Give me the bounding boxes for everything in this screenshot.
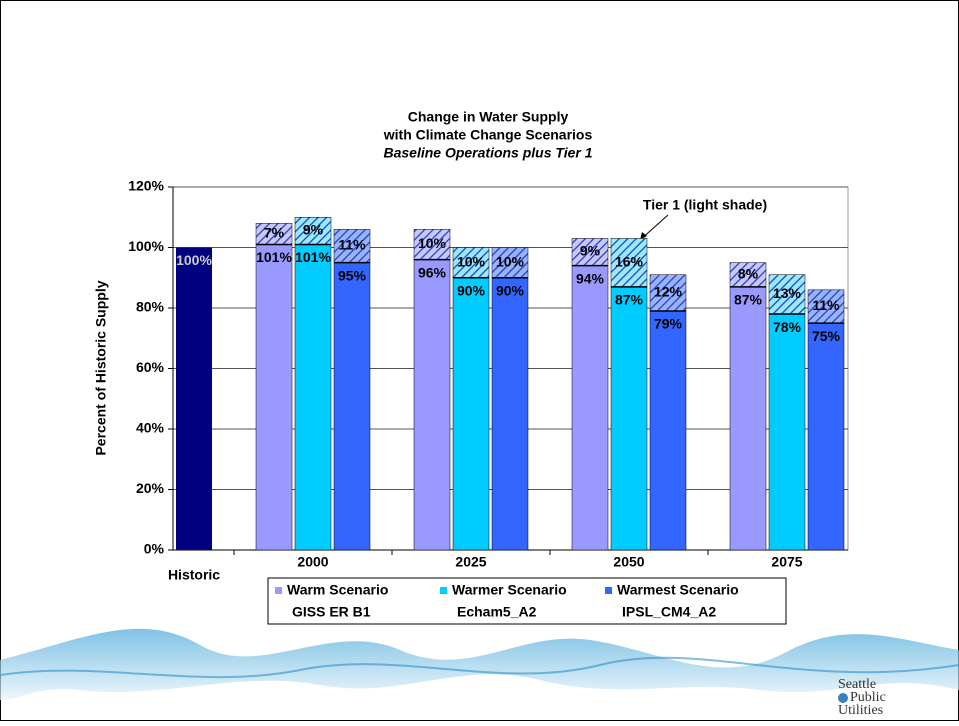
tier1-label: 10% (418, 235, 447, 251)
tier1-bar (491, 247, 529, 278)
y-tick-label: 40% (136, 420, 165, 436)
value-label: 90% (496, 282, 525, 298)
value-label: 95% (338, 267, 367, 283)
tier1-label: 10% (457, 253, 486, 269)
legend (267, 577, 787, 625)
x-tick-label: 2000 (297, 554, 328, 570)
chart-title: Change in Water Supply (408, 109, 569, 125)
annotation: Tier 1 (light shade) (643, 197, 767, 213)
bar (729, 286, 767, 551)
tier1-bar (729, 262, 767, 288)
tier1-label: 13% (773, 285, 802, 301)
tier1-bar (649, 274, 687, 312)
y-tick-label: 80% (136, 299, 165, 315)
legend-label: Warmest Scenario (617, 582, 739, 598)
bar (255, 244, 293, 551)
tier1-label: 9% (580, 243, 601, 259)
tier1-bar (610, 238, 648, 288)
tier1-label: 7% (264, 225, 285, 241)
legend-label: Warmer Scenario (452, 582, 567, 598)
bar (491, 277, 529, 551)
chart-subtitle: Baseline Operations plus Tier 1 (383, 145, 592, 161)
logo-icon (838, 693, 848, 703)
logo-text: Seattle (838, 677, 876, 692)
annotation-arrowhead (640, 232, 647, 240)
y-tick-label: 100% (128, 238, 164, 254)
value-label: 87% (734, 292, 763, 308)
legend-swatch (605, 587, 612, 594)
tier1-bar (452, 247, 490, 278)
x-tick-label: 2050 (613, 554, 644, 570)
y-tick-label: 20% (136, 480, 165, 496)
tier1-label: 8% (738, 265, 759, 281)
legend-model: IPSL_CM4_A2 (622, 604, 716, 620)
y-tick-label: 120% (128, 178, 164, 194)
tier1-bar (768, 274, 806, 315)
bar (294, 244, 332, 551)
value-label: 78% (773, 319, 802, 335)
value-label: 101% (256, 249, 292, 265)
tier1-label: 12% (654, 284, 683, 300)
value-label: 90% (457, 282, 486, 298)
value-label: 94% (576, 270, 605, 286)
bar (413, 259, 451, 551)
tier1-label: 16% (615, 253, 644, 269)
bar (768, 313, 806, 551)
tier1-bar (333, 229, 371, 263)
bar (807, 322, 845, 551)
tier1-bar (571, 238, 609, 266)
y-axis-label: Percent of Historic Supply (93, 280, 109, 455)
legend-swatch (275, 587, 282, 594)
bar (333, 262, 371, 551)
value-label: 75% (812, 328, 841, 344)
tier1-label: 10% (496, 253, 525, 269)
bar (176, 247, 212, 550)
y-tick-label: 0% (144, 541, 165, 557)
bar (649, 310, 687, 551)
tier1-bar (294, 217, 332, 245)
value-label: 101% (295, 249, 331, 265)
tier1-label: 11% (338, 237, 366, 253)
value-label: 87% (615, 292, 644, 308)
legend-model: Echam5_A2 (457, 604, 537, 620)
value-label: 79% (654, 316, 683, 332)
tier1-label: 11% (812, 297, 840, 313)
bar (610, 286, 648, 551)
tier1-bar (807, 289, 845, 324)
logo-text: Utilities (838, 703, 883, 718)
value-label: 100% (176, 252, 212, 268)
legend-label: Warm Scenario (287, 582, 388, 598)
chart-subtitle: with Climate Change Scenarios (383, 127, 593, 143)
x-tick-label: Historic (168, 567, 220, 583)
x-tick-label: 2025 (455, 554, 486, 570)
legend-swatch (440, 587, 447, 594)
x-tick-label: 2075 (771, 554, 802, 570)
tier1-label: 9% (303, 222, 324, 238)
bar (452, 277, 490, 551)
legend-model: GISS ER B1 (292, 604, 371, 620)
water-wave (0, 628, 959, 700)
value-label: 96% (418, 264, 447, 280)
y-tick-label: 60% (136, 359, 165, 375)
tier1-bar (413, 229, 451, 260)
water-wave-line (0, 656, 959, 679)
logo-text: Public (850, 690, 886, 705)
bar (571, 265, 609, 551)
